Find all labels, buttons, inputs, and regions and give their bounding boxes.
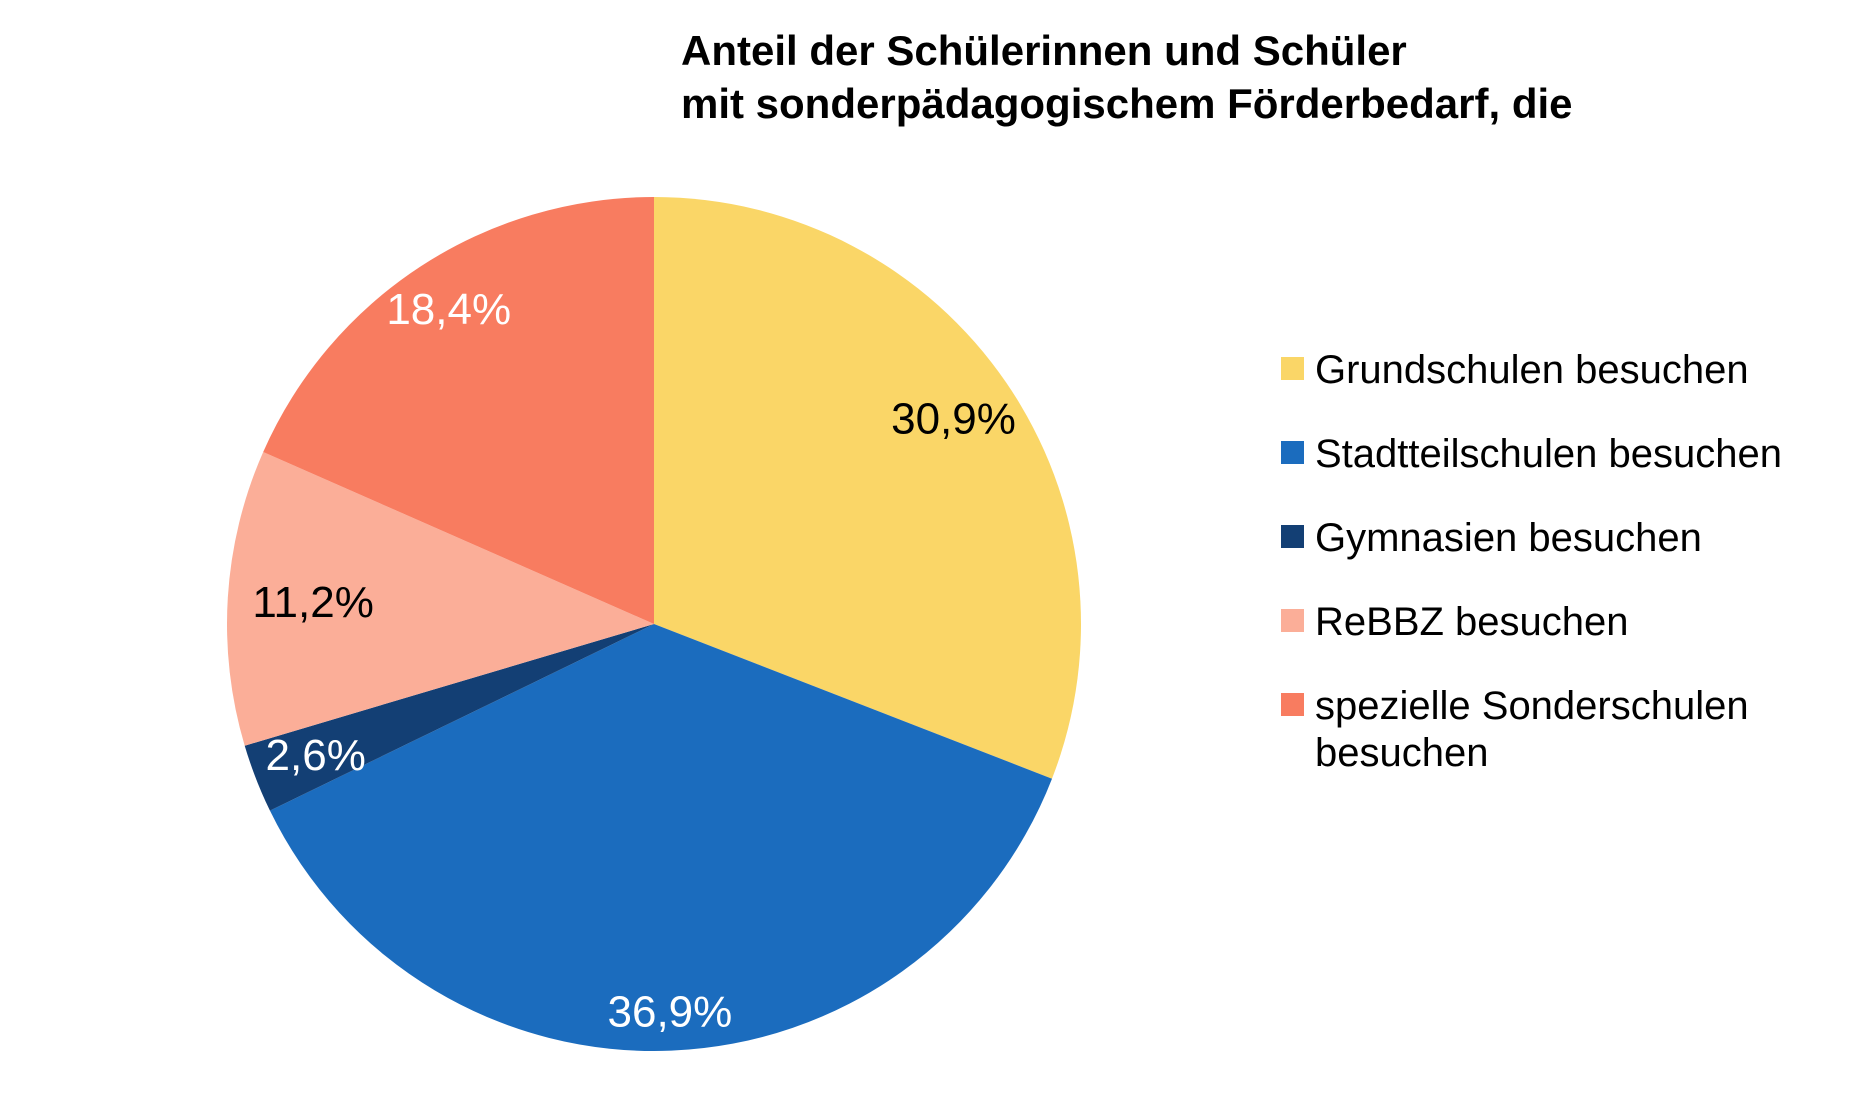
legend-swatch-icon <box>1281 441 1304 464</box>
legend-item-gymnasien-besuchen: Gymnasien besuchen <box>1281 515 1855 562</box>
chart-title-line2: mit sonderpädagogischem Förderbedarf, di… <box>681 80 1573 127</box>
pie-slice-grundschulen-besuchen <box>654 197 1081 779</box>
pie-slice-gymnasien-besuchen <box>244 624 654 811</box>
chart-legend: Grundschulen besuchen Stadtteilschulen be… <box>1281 347 1855 814</box>
chart-title-line1: Anteil der Schülerinnen und Schüler <box>681 27 1407 74</box>
pie-slice-label-rebbz-besuchen: 11,2% <box>252 578 374 627</box>
legend-swatch-icon <box>1281 693 1304 716</box>
legend-swatch-icon <box>1281 525 1304 548</box>
pie-slice-label-stadtteilschulen-besuchen: 36,9% <box>608 988 733 1037</box>
legend-item-spezielle-sonderschulen-besuchen: spezielle Sonderschulen besuchen <box>1281 683 1855 777</box>
legend-swatch-icon <box>1281 609 1304 632</box>
legend-label: Gymnasien besuchen <box>1315 516 1702 560</box>
pie-slice-label-grundschulen-besuchen: 30,9% <box>891 395 1016 444</box>
legend-item-rebbz-besuchen: ReBBZ besuchen <box>1281 599 1855 646</box>
legend-item-stadtteilschulen-besuchen: Stadtteilschulen besuchen <box>1281 431 1855 478</box>
pie-slice-label-spezielle-sonderschulen-besuchen: 18,4% <box>386 285 511 334</box>
legend-label: Stadtteilschulen besuchen <box>1315 432 1782 476</box>
legend-label: Grundschulen besuchen <box>1315 348 1749 392</box>
legend-label: ReBBZ besuchen <box>1315 600 1629 644</box>
pie-slice-stadtteilschulen-besuchen <box>269 624 1052 1051</box>
pie-slice-label-gymnasien-besuchen: 2,6% <box>266 731 366 780</box>
pie-slice-spezielle-sonderschulen-besuchen <box>263 197 654 624</box>
chart-title: Anteil der Schülerinnen und Schüler mit … <box>681 24 1573 130</box>
legend-label: spezielle Sonderschulen besuchen <box>1315 684 1749 775</box>
pie-slice-rebbz-besuchen <box>226 451 655 746</box>
legend-item-grundschulen-besuchen: Grundschulen besuchen <box>1281 347 1855 394</box>
legend-swatch-icon <box>1281 357 1304 380</box>
